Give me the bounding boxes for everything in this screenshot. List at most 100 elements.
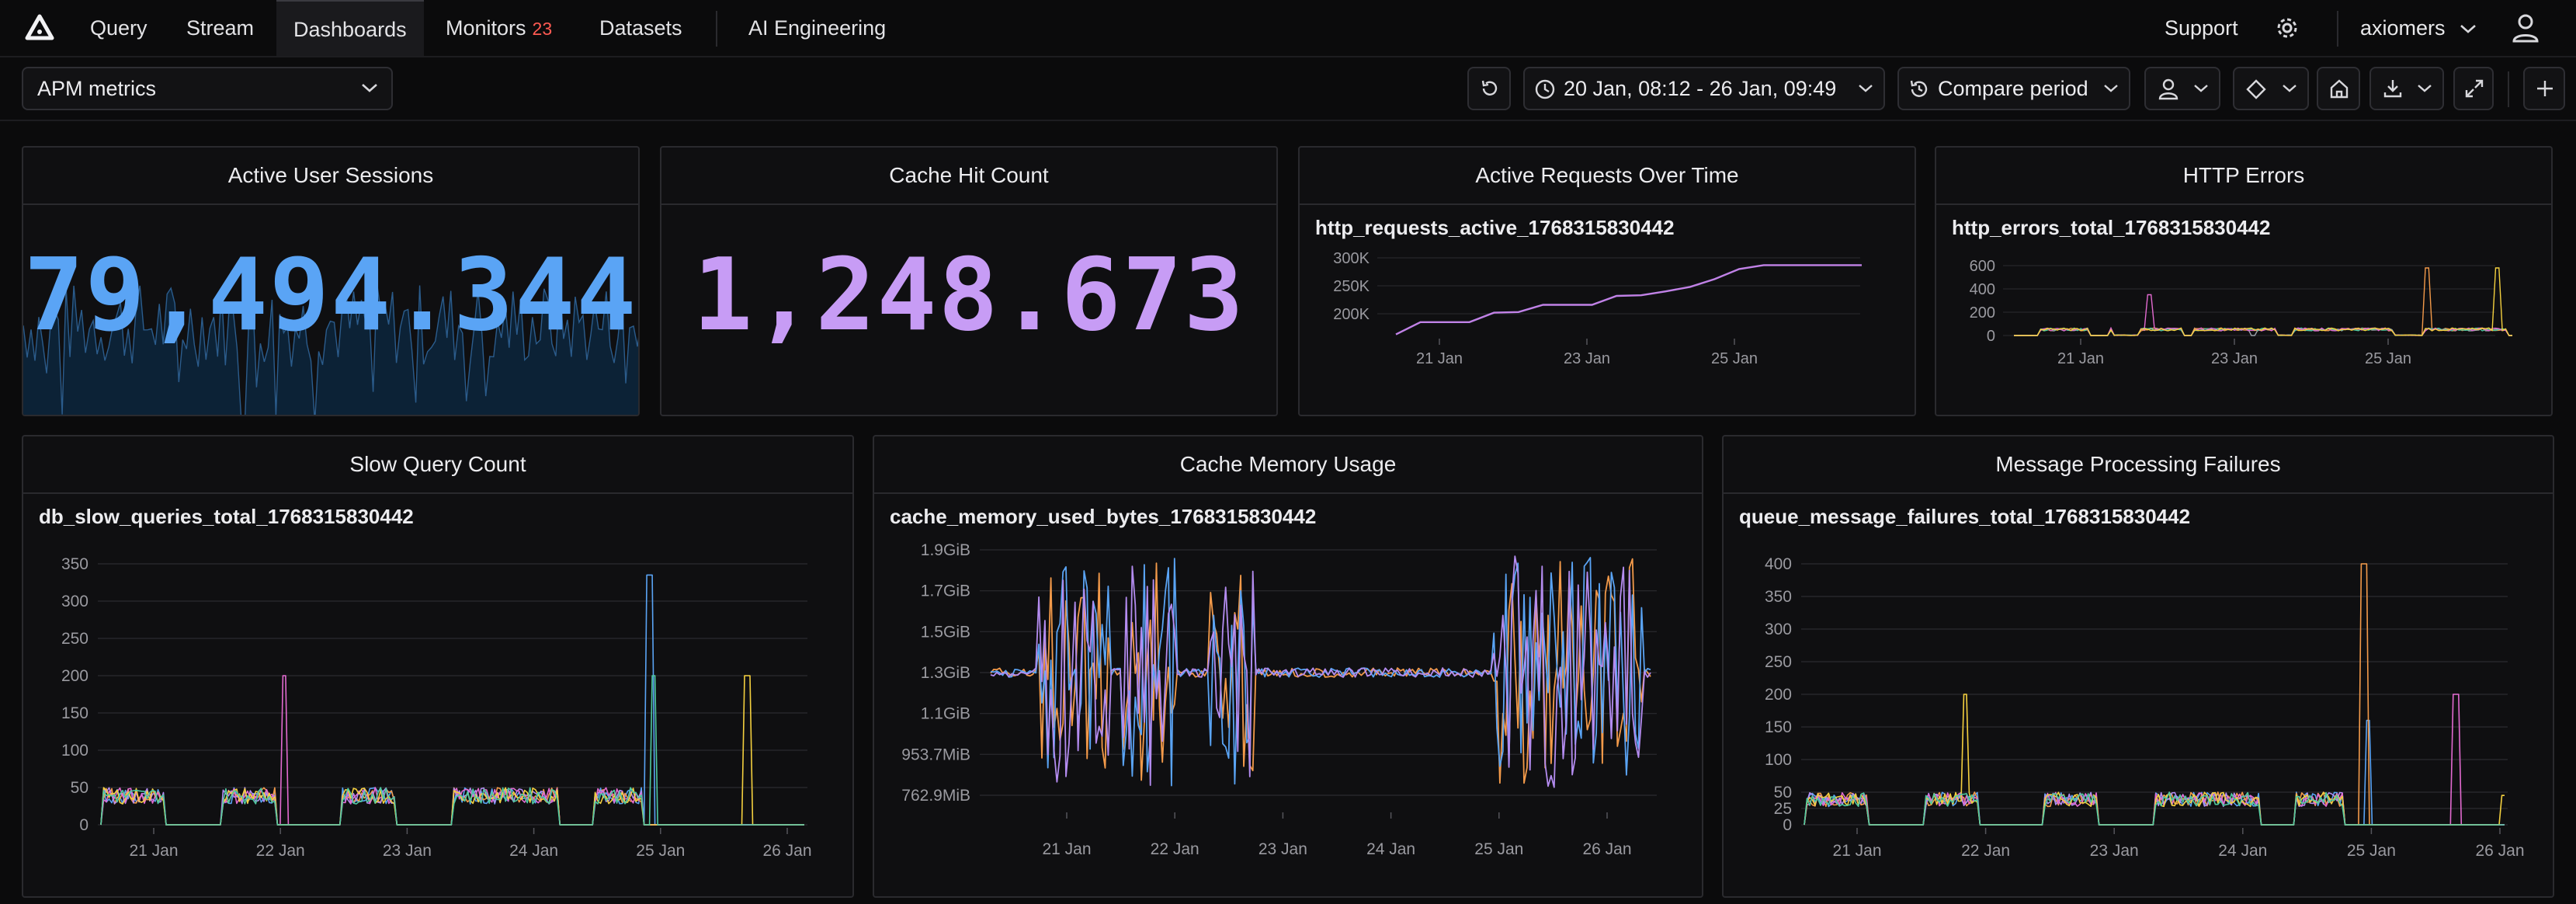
y-tick-label: 0 — [1783, 816, 1792, 834]
series-line — [1395, 264, 1862, 336]
x-tick-label: 21 Jan — [129, 842, 178, 860]
user-filter-button[interactable] — [2144, 67, 2220, 110]
nav-monitors-label: Monitors — [446, 16, 526, 40]
top-navigation: Query Stream Dashboards Monitors 23 Datas… — [0, 0, 2576, 57]
nav-datasets[interactable]: Datasets — [599, 16, 682, 40]
y-tick-label: 300 — [1765, 621, 1792, 638]
nav-monitors[interactable]: Monitors 23 — [429, 0, 569, 56]
account-menu[interactable]: axiomers — [2360, 0, 2477, 56]
nav-dashboards[interactable]: Dashboards — [276, 0, 424, 56]
y-tick-label: 0 — [79, 816, 89, 834]
x-tick-label: 25 Jan — [636, 842, 685, 860]
toolbar-divider — [2508, 71, 2509, 107]
panel-title: Slow Query Count — [349, 452, 526, 476]
compare-period-label: Compare period — [1938, 77, 2088, 100]
series-line — [1804, 791, 2505, 826]
dashboard-select-value: APM metrics — [37, 77, 157, 100]
y-tick-label: 1.9GiB — [921, 541, 970, 559]
sparkline-line — [23, 283, 638, 415]
metric-name: queue_message_failures_total_17683158304… — [1739, 505, 2191, 528]
panel-cache-memory-usage[interactable]: Cache Memory Usage cache_memory_used_byt… — [873, 435, 1703, 898]
panel-http-errors[interactable]: HTTP Errors http_errors_total_1768315830… — [1935, 146, 2553, 416]
axiom-logo-icon[interactable] — [25, 14, 54, 43]
panel-title: Message Processing Failures — [1995, 452, 2281, 476]
y-tick-label: 0 — [1987, 328, 1995, 345]
panel-title: Cache Memory Usage — [1179, 452, 1397, 476]
panel-active-user-sessions[interactable]: Active User Sessions 79,494.344 — [22, 146, 640, 416]
y-tick-label: 200 — [1970, 304, 1995, 322]
plus-icon — [2537, 81, 2553, 96]
y-tick-label: 1.1GiB — [921, 705, 970, 723]
metric-name: db_slow_queries_total_1768315830442 — [39, 505, 414, 528]
nav-divider — [2337, 11, 2338, 47]
x-tick-label: 22 Jan — [1961, 842, 2010, 860]
support-link[interactable]: Support — [2165, 16, 2238, 40]
panel-slow-query-count[interactable]: Slow Query Count db_slow_queries_total_1… — [22, 435, 854, 898]
clock-icon — [1535, 79, 1555, 99]
x-tick-label: 26 Jan — [762, 842, 811, 860]
series-line — [2014, 267, 2512, 336]
add-panel-button[interactable] — [2523, 67, 2565, 110]
series-line — [2014, 267, 2512, 336]
y-tick-label: 600 — [1970, 258, 1995, 275]
compare-period-button[interactable]: Compare period — [1897, 67, 2130, 110]
nav-query[interactable]: Query — [90, 16, 148, 40]
y-tick-label: 100 — [1765, 751, 1792, 769]
user-profile-icon[interactable] — [2511, 12, 2540, 43]
y-tick-label: 250 — [61, 630, 89, 648]
home-button[interactable] — [2317, 67, 2360, 110]
panel-message-processing-failures[interactable]: Message Processing Failures queue_messag… — [1722, 435, 2554, 898]
diamond-icon — [2246, 79, 2266, 99]
x-tick-label: 23 Jan — [1564, 350, 1610, 367]
metric-name: http_requests_active_1768315830442 — [1315, 216, 1675, 239]
y-tick-label: 200 — [61, 667, 89, 685]
nav-stream[interactable]: Stream — [186, 16, 255, 40]
series-line — [990, 555, 1651, 788]
panel-header-divider — [1724, 492, 2553, 494]
annotation-filter-button[interactable] — [2233, 67, 2309, 110]
chevron-down-icon — [2194, 85, 2208, 92]
stat-value: 79,494.344 — [23, 238, 638, 353]
active-requests-chart: 200K 250K 300K 21 Jan 23 Jan 25 Jan — [1333, 250, 1862, 367]
user-icon — [2158, 78, 2178, 100]
gear-icon[interactable] — [2273, 14, 2301, 42]
series-line — [100, 675, 804, 826]
y-tick-label: 350 — [61, 555, 89, 573]
panel-header-divider — [661, 203, 1276, 205]
x-tick-label: 25 Jan — [2347, 842, 2396, 860]
x-tick-label: 24 Jan — [2218, 842, 2267, 860]
panel-cache-hit-count[interactable]: Cache Hit Count 1,248.673 — [660, 146, 1278, 416]
panel-header-divider — [1936, 203, 2551, 205]
y-tick-label: 300 — [61, 593, 89, 610]
time-range-picker[interactable]: 20 Jan, 08:12 - 26 Jan, 09:49 — [1523, 67, 1885, 110]
x-tick-label: 24 Jan — [1366, 840, 1415, 858]
download-button[interactable] — [2369, 67, 2444, 110]
monitors-count-badge: 23 — [532, 19, 553, 39]
nav-ai-engineering[interactable]: AI Engineering — [748, 16, 887, 40]
y-tick-label: 1.7GiB — [921, 582, 970, 600]
y-tick-label: 50 — [71, 779, 89, 797]
refresh-button[interactable] — [1467, 67, 1511, 110]
x-tick-label: 24 Jan — [509, 842, 558, 860]
panel-title: Active Requests Over Time — [1475, 163, 1739, 187]
fullscreen-button[interactable] — [2453, 67, 2494, 110]
chevron-down-icon — [362, 84, 377, 92]
download-icon — [2383, 80, 2402, 98]
y-tick-label: 200K — [1333, 306, 1370, 323]
x-tick-label: 25 Jan — [1711, 350, 1758, 367]
x-tick-label: 25 Jan — [2365, 350, 2411, 367]
x-tick-label: 25 Jan — [1474, 840, 1523, 858]
x-tick-label: 22 Jan — [1151, 840, 1199, 858]
time-range-label: 20 Jan, 08:12 - 26 Jan, 09:49 — [1564, 77, 1837, 100]
dashboard-select[interactable]: APM metrics — [22, 67, 393, 110]
x-tick-label: 26 Jan — [1582, 840, 1631, 858]
x-tick-label: 21 Jan — [1416, 350, 1463, 367]
panel-title: Cache Hit Count — [889, 163, 1049, 187]
x-tick-label: 23 Jan — [1258, 840, 1307, 858]
panel-header-divider — [874, 492, 1702, 494]
home-icon — [2330, 79, 2349, 99]
y-tick-label: 1.5GiB — [921, 623, 970, 641]
panel-header-divider — [23, 492, 852, 494]
x-tick-label: 22 Jan — [256, 842, 305, 860]
panel-active-requests[interactable]: Active Requests Over Time http_requests_… — [1298, 146, 1916, 416]
